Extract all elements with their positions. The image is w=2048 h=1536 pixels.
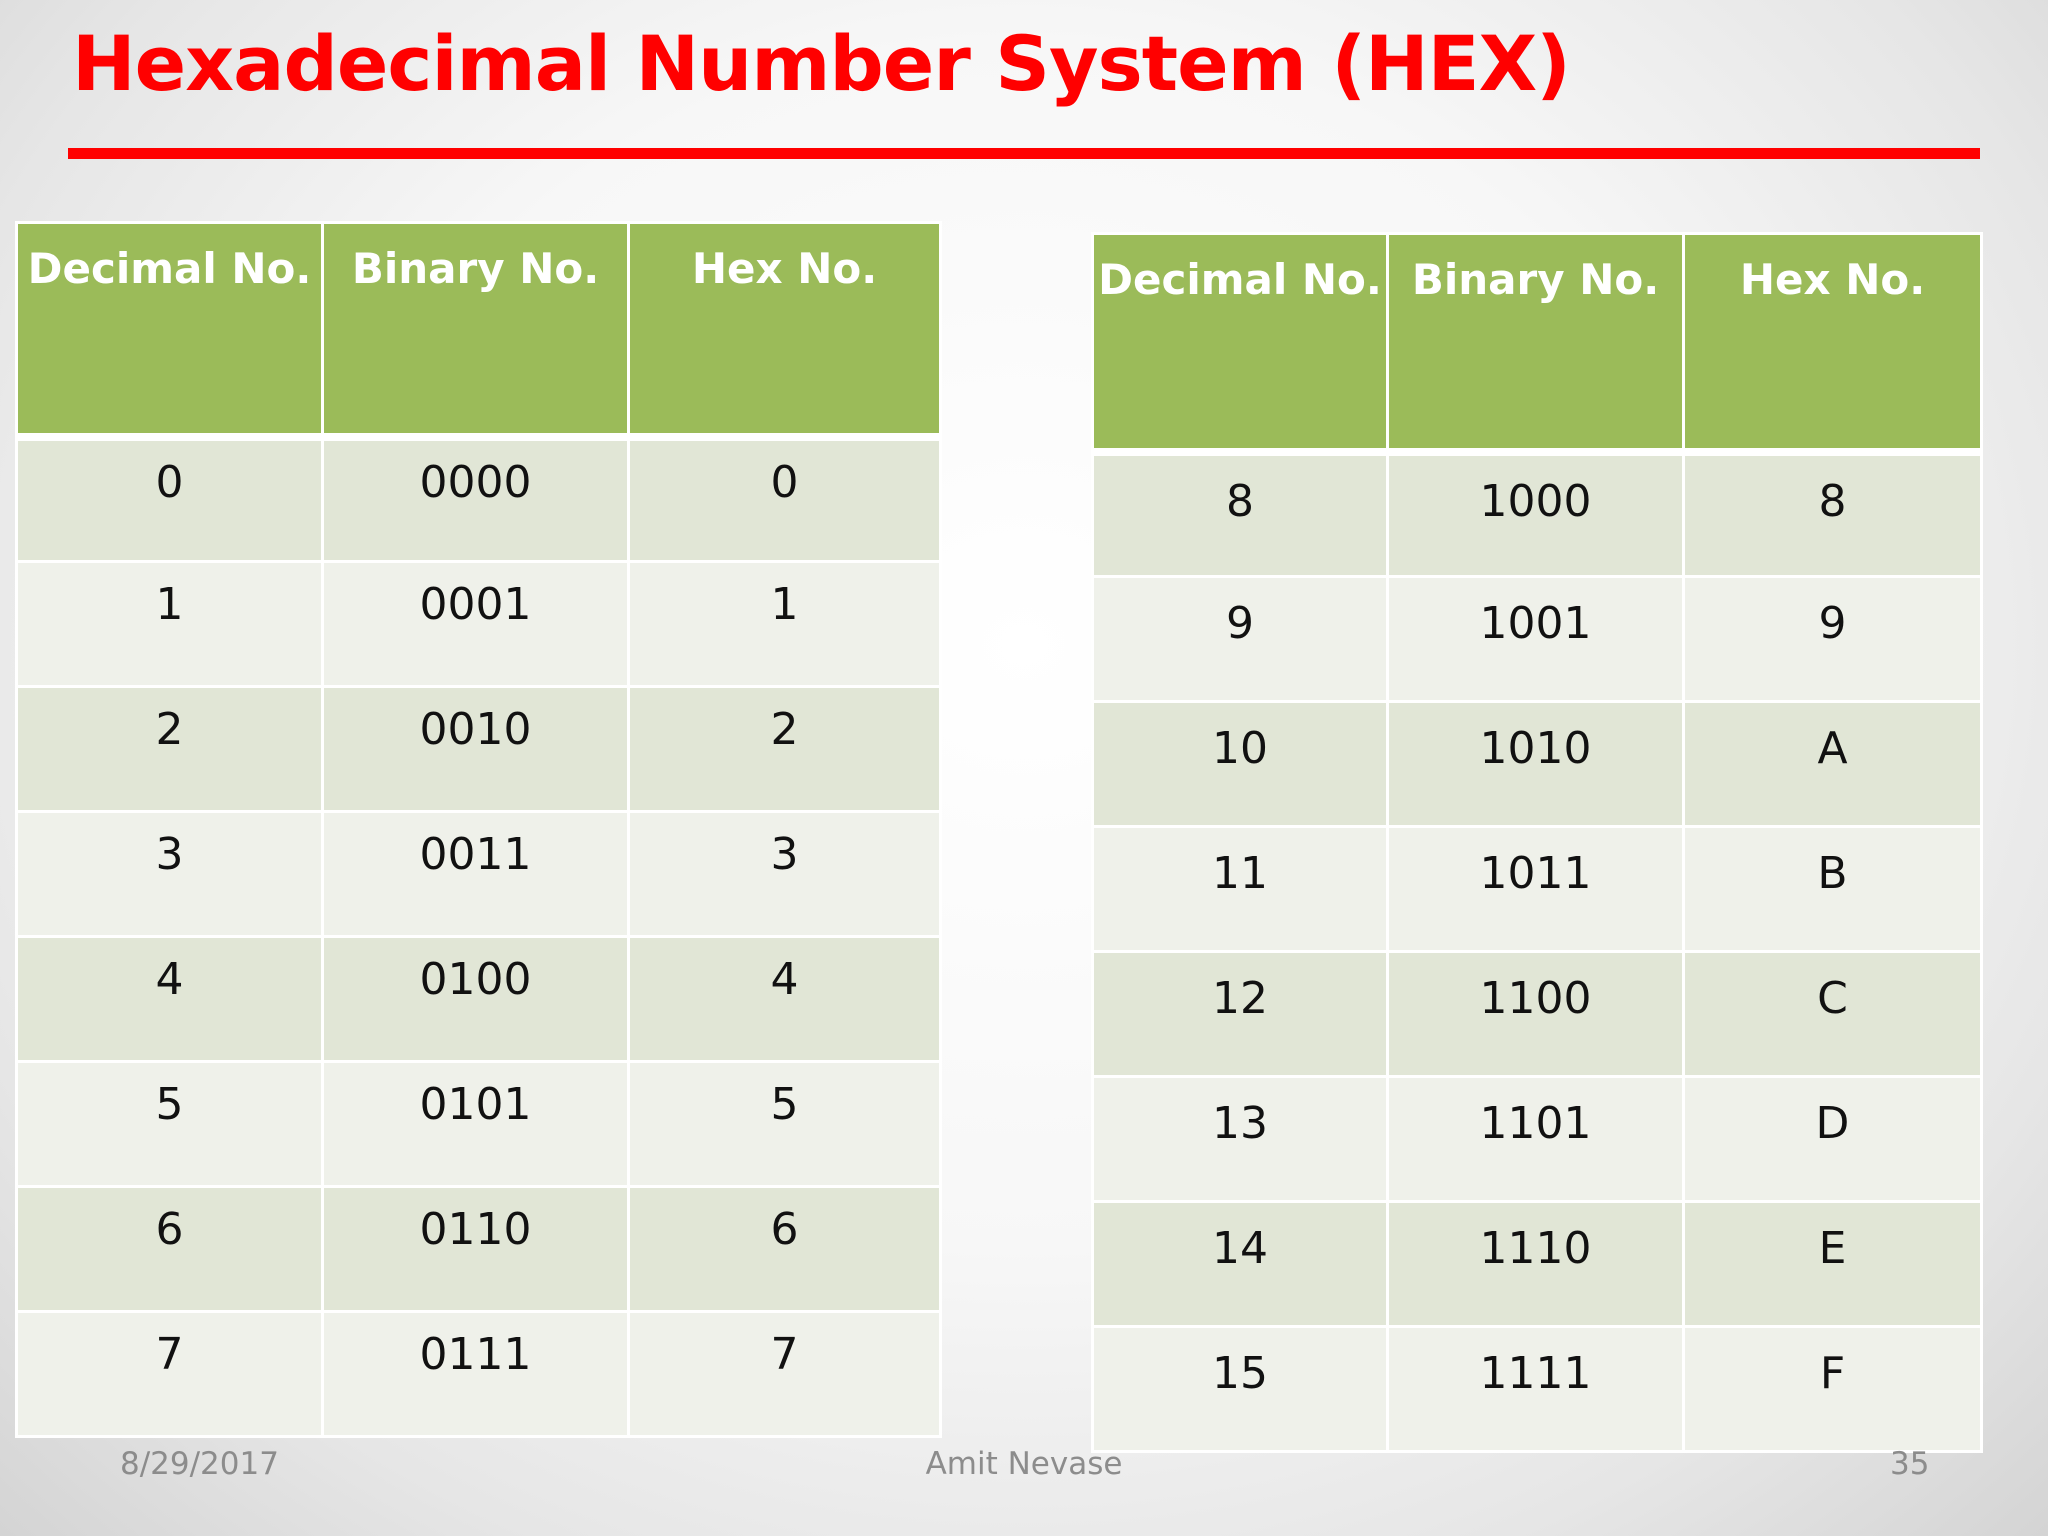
cell-hex: 6: [627, 1185, 942, 1313]
cell-decimal: 5: [15, 1060, 324, 1188]
cell-binary: 1010: [1386, 700, 1685, 828]
cell-hex: A: [1682, 700, 1983, 828]
cell-hex: 4: [627, 935, 942, 1063]
cell-decimal: 4: [15, 935, 324, 1063]
cell-hex: 1: [627, 560, 942, 688]
table-row: 3 0011 3: [15, 810, 942, 938]
cell-binary: 1110: [1386, 1200, 1685, 1328]
table-row: 14 1110 E: [1091, 1200, 1983, 1328]
table-row: 13 1101 D: [1091, 1075, 1983, 1203]
table-row: 6 0110 6: [15, 1185, 942, 1313]
cell-binary: 0001: [321, 560, 630, 688]
table-row: 1 0001 1: [15, 560, 942, 688]
cell-binary: 0110: [321, 1185, 630, 1313]
header-hex: Hex No.: [627, 221, 942, 441]
cell-decimal: 2: [15, 685, 324, 813]
conversion-table-left: Decimal No. Binary No. Hex No. 0 0000 0 …: [15, 221, 942, 1438]
cell-hex: 5: [627, 1060, 942, 1188]
header-binary: Binary No.: [321, 221, 630, 441]
cell-binary: 1100: [1386, 950, 1685, 1078]
cell-binary: 0000: [321, 435, 630, 563]
table-row: 11 1011 B: [1091, 825, 1983, 953]
table-row: 5 0101 5: [15, 1060, 942, 1188]
cell-decimal: 1: [15, 560, 324, 688]
footer-date: 8/29/2017: [120, 1446, 279, 1482]
cell-hex: B: [1682, 825, 1983, 953]
table-row: 9 1001 9: [1091, 575, 1983, 703]
footer-page-number: 35: [1890, 1446, 1930, 1482]
table-row: 0 0000 0: [15, 435, 942, 563]
cell-binary: 0100: [321, 935, 630, 1063]
cell-decimal: 8: [1091, 450, 1389, 578]
cell-decimal: 15: [1091, 1325, 1389, 1453]
cell-decimal: 0: [15, 435, 324, 563]
table-row: 7 0111 7: [15, 1310, 942, 1438]
cell-decimal: 13: [1091, 1075, 1389, 1203]
cell-decimal: 14: [1091, 1200, 1389, 1328]
cell-hex: 0: [627, 435, 942, 563]
cell-binary: 0111: [321, 1310, 630, 1438]
conversion-table-right: Decimal No. Binary No. Hex No. 8 1000 8 …: [1091, 232, 1983, 1453]
table-row: 2 0010 2: [15, 685, 942, 813]
title-underline: [68, 148, 1980, 159]
header-decimal: Decimal No.: [15, 221, 324, 441]
cell-hex: F: [1682, 1325, 1983, 1453]
cell-binary: 1000: [1386, 450, 1685, 578]
table-row: 8 1000 8: [1091, 450, 1983, 578]
cell-hex: 7: [627, 1310, 942, 1438]
cell-decimal: 10: [1091, 700, 1389, 828]
header-decimal: Decimal No.: [1091, 232, 1389, 456]
footer-author: Amit Nevase: [925, 1446, 1123, 1482]
cell-hex: C: [1682, 950, 1983, 1078]
cell-decimal: 9: [1091, 575, 1389, 703]
cell-binary: 0101: [321, 1060, 630, 1188]
cell-hex: 2: [627, 685, 942, 813]
cell-decimal: 6: [15, 1185, 324, 1313]
cell-decimal: 7: [15, 1310, 324, 1438]
slide-title: Hexadecimal Number System (HEX): [72, 19, 1571, 108]
cell-decimal: 3: [15, 810, 324, 938]
cell-binary: 1011: [1386, 825, 1685, 953]
cell-binary: 0010: [321, 685, 630, 813]
cell-hex: D: [1682, 1075, 1983, 1203]
table-row: 4 0100 4: [15, 935, 942, 1063]
cell-hex: E: [1682, 1200, 1983, 1328]
table-header-row: Decimal No. Binary No. Hex No.: [1091, 232, 1983, 456]
cell-binary: 1001: [1386, 575, 1685, 703]
cell-binary: 0011: [321, 810, 630, 938]
cell-decimal: 12: [1091, 950, 1389, 1078]
table-header-row: Decimal No. Binary No. Hex No.: [15, 221, 942, 441]
cell-decimal: 11: [1091, 825, 1389, 953]
cell-hex: 9: [1682, 575, 1983, 703]
cell-hex: 8: [1682, 450, 1983, 578]
table-row: 12 1100 C: [1091, 950, 1983, 1078]
header-hex: Hex No.: [1682, 232, 1983, 456]
cell-binary: 1111: [1386, 1325, 1685, 1453]
cell-hex: 3: [627, 810, 942, 938]
table-row: 10 1010 A: [1091, 700, 1983, 828]
table-row: 15 1111 F: [1091, 1325, 1983, 1453]
header-binary: Binary No.: [1386, 232, 1685, 456]
cell-binary: 1101: [1386, 1075, 1685, 1203]
